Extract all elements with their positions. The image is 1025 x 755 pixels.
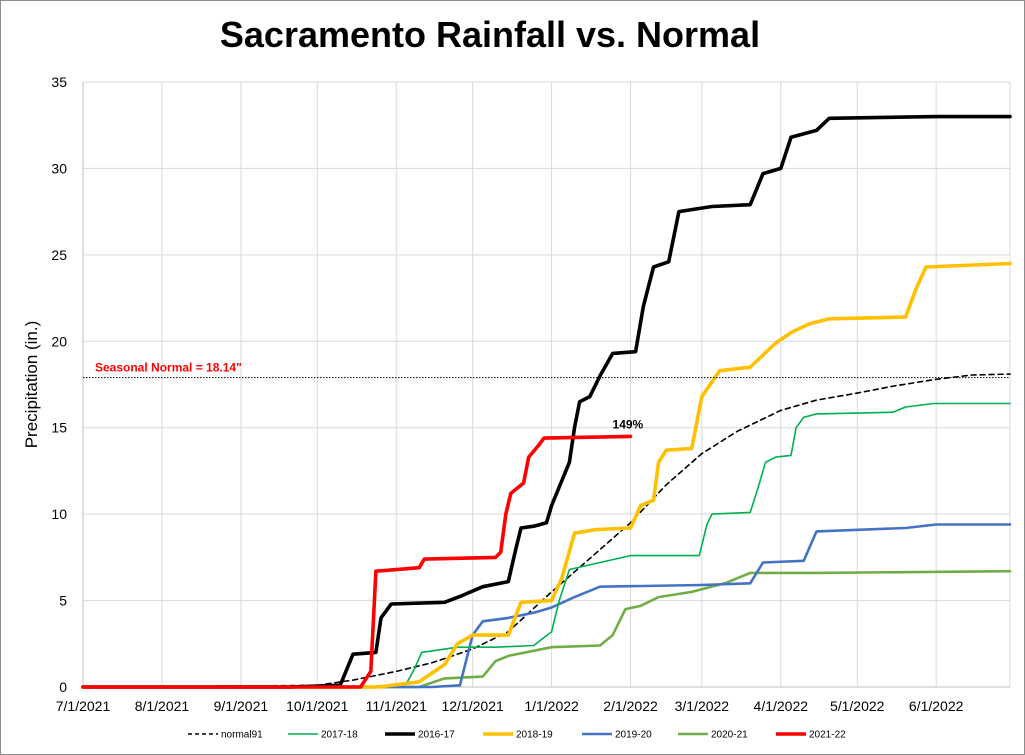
legend-label-2017-18: 2017-18 <box>321 730 358 741</box>
y-tick-label: 10 <box>51 506 67 522</box>
legend: normal91 2017-18 2016-17 2018-19 2019-20 2020… <box>188 730 846 741</box>
y-axis-label: Precipitation (in.) <box>22 321 41 449</box>
chart-title: Sacramento Rainfall vs. Normal <box>219 14 761 55</box>
legend-label-2018-19: 2018-19 <box>516 730 553 741</box>
series-line-2021-22 <box>81 434 633 689</box>
y-tick-label: 35 <box>51 74 67 90</box>
x-tick-label: 1/1/2022 <box>524 698 579 714</box>
legend-label-2021-22: 2021-22 <box>809 730 846 741</box>
y-tick-label: 5 <box>59 593 67 609</box>
x-tick-label: 4/1/2022 <box>754 698 809 714</box>
y-tick-label: 0 <box>59 679 67 695</box>
grid-layer <box>82 81 1011 688</box>
legend-label-2019-20: 2019-20 <box>615 730 652 741</box>
legend-label-2020-21: 2020-21 <box>711 730 748 741</box>
x-tick-label: 3/1/2022 <box>675 698 730 714</box>
x-tick-label: 7/1/2021 <box>56 698 111 714</box>
legend-label-2016-17: 2016-17 <box>418 730 455 741</box>
annotation-layer: Seasonal Normal = 18.14" 149% <box>83 361 1010 431</box>
x-tick-label: 2/1/2022 <box>603 698 658 714</box>
legend-label-normal91: normal91 <box>221 730 263 741</box>
x-tick-label: 11/1/2021 <box>366 698 427 714</box>
seasonal-normal-label: Seasonal Normal = 18.14" <box>95 361 242 375</box>
y-tick-label: 30 <box>51 160 67 176</box>
y-tick-label: 15 <box>51 420 67 436</box>
x-tick-label: 8/1/2021 <box>135 698 190 714</box>
series-line-2019-20 <box>81 523 1012 689</box>
y-tick-label: 20 <box>51 333 67 349</box>
x-tick-label: 10/1/2021 <box>286 698 348 714</box>
percent-of-normal-label: 149% <box>613 417 644 431</box>
x-tick-label: 6/1/2022 <box>909 698 964 714</box>
x-tick-label: 12/1/2021 <box>441 698 503 714</box>
series-layer <box>81 114 1012 689</box>
x-tick-label: 5/1/2022 <box>830 698 885 714</box>
series-line-normal91 <box>82 373 1011 688</box>
y-tick-label: 25 <box>51 247 67 263</box>
series-line-2016-17 <box>81 114 1012 689</box>
x-tick-label: 9/1/2021 <box>214 698 269 714</box>
series-line-2020-21 <box>81 569 1012 689</box>
series-line-2018-19 <box>81 261 1012 689</box>
series-line-2017-18 <box>82 402 1011 688</box>
